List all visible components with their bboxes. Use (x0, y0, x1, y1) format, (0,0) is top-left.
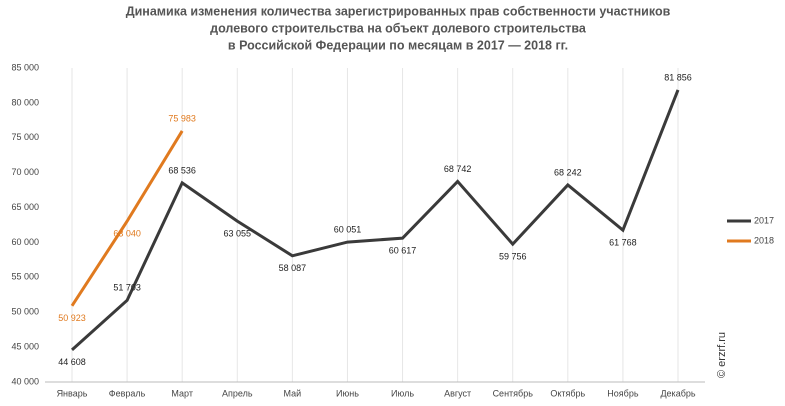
y-tick-label: 45 000 (11, 341, 39, 351)
chart-title: Динамика изменения количества зарегистри… (126, 4, 671, 18)
data-label: 60 051 (334, 224, 362, 234)
x-tick-label: Февраль (109, 388, 146, 398)
y-tick-label: 75 000 (11, 132, 39, 142)
y-tick-label: 60 000 (11, 237, 39, 247)
x-tick-label: Октябрь (550, 388, 585, 398)
y-tick-label: 55 000 (11, 272, 39, 282)
data-label: 68 536 (168, 165, 196, 175)
data-label: 81 856 (664, 72, 692, 82)
data-label: 50 923 (58, 313, 86, 323)
watermark: © erzrf.ru (716, 332, 728, 378)
y-tick-label: 85 000 (11, 62, 39, 72)
x-tick-label: Январь (57, 388, 88, 398)
x-tick-label: Апрель (222, 388, 253, 398)
x-tick-label: Декабрь (660, 388, 695, 398)
x-tick-label: Июнь (336, 388, 359, 398)
chart-title: долевого строительства на объект долевог… (210, 21, 587, 35)
y-tick-label: 70 000 (11, 167, 39, 177)
data-label: 63 040 (113, 229, 141, 239)
y-tick-label: 80 000 (11, 97, 39, 107)
x-tick-label: Июль (391, 388, 414, 398)
y-tick-label: 40 000 (11, 376, 39, 386)
data-label: 63 055 (224, 229, 252, 239)
data-label: 61 768 (609, 237, 637, 247)
data-label: 58 087 (279, 263, 307, 273)
y-tick-label: 50 000 (11, 307, 39, 317)
x-tick-label: Август (444, 388, 471, 398)
series-line (70, 130, 184, 307)
x-tick-label: Май (284, 388, 302, 398)
series-line (70, 89, 680, 351)
data-label: 59 756 (499, 252, 527, 262)
data-label: 60 617 (389, 246, 417, 256)
data-label: 51 703 (113, 283, 141, 293)
data-label: 44 608 (58, 357, 86, 367)
legend-label: 2017 (754, 215, 774, 225)
data-label: 75 983 (168, 113, 196, 123)
data-label: 68 742 (444, 164, 472, 174)
y-tick-label: 65 000 (11, 202, 39, 212)
x-tick-label: Сентябрь (493, 388, 534, 398)
x-tick-label: Март (171, 388, 193, 398)
chart-title: в Российской Федерации по месяцам в 2017… (228, 38, 568, 52)
legend-label: 2018 (754, 235, 774, 245)
data-label: 68 242 (554, 167, 582, 177)
x-tick-label: Ноябрь (607, 388, 639, 398)
